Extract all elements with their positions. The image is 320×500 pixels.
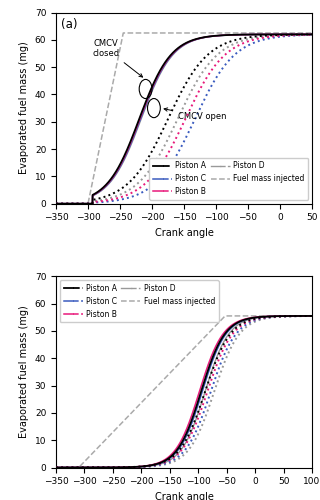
Legend: Piston A, Piston C, Piston B, Piston D, Fuel mass injected: Piston A, Piston C, Piston B, Piston D, … [149,158,308,200]
Text: (b): (b) [61,282,78,295]
Y-axis label: Evaporated fuel mass (mg): Evaporated fuel mass (mg) [19,42,29,174]
Legend: Piston A, Piston C, Piston B, Piston D, Fuel mass injected: Piston A, Piston C, Piston B, Piston D, … [60,280,219,322]
X-axis label: Crank angle: Crank angle [155,228,213,238]
Y-axis label: Evaporated fuel mass (mg): Evaporated fuel mass (mg) [19,306,29,438]
Text: (a): (a) [61,18,78,31]
X-axis label: Crank angle: Crank angle [155,492,213,500]
Text: CMCV open: CMCV open [164,108,226,121]
Text: CMCV
closed: CMCV closed [92,39,142,77]
